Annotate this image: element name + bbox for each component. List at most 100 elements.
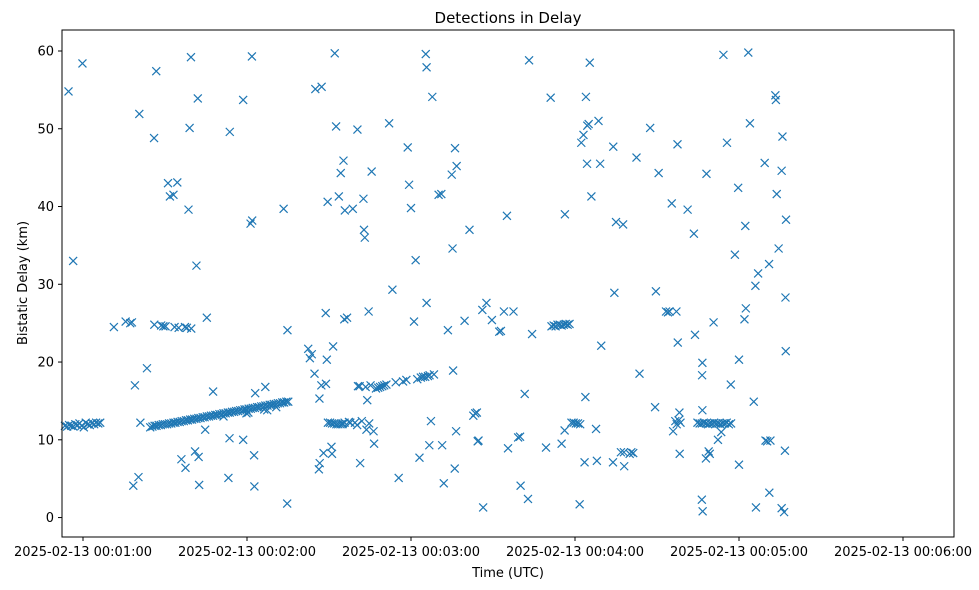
- data-point: [707, 419, 717, 428]
- y-tick-label: 30: [37, 278, 54, 293]
- data-point: [673, 139, 682, 149]
- data-point: [705, 449, 715, 459]
- x-tick-label: 2025-02-13 00:02:00: [178, 545, 316, 560]
- y-tick-label: 20: [37, 356, 54, 371]
- data-point: [450, 143, 460, 153]
- data-point: [200, 425, 210, 435]
- x-tick-label: 2025-02-13 00:01:00: [14, 545, 152, 560]
- data-point: [704, 447, 714, 456]
- data-point: [359, 225, 369, 235]
- data-point: [250, 388, 260, 398]
- data-point: [697, 405, 707, 415]
- data-point: [777, 503, 787, 513]
- data-point: [64, 87, 73, 96]
- data-point: [322, 355, 332, 365]
- data-point: [671, 307, 681, 316]
- data-point: [516, 481, 526, 491]
- data-point: [161, 321, 170, 331]
- data-point: [778, 132, 787, 141]
- data-point: [436, 189, 446, 199]
- data-point: [726, 380, 736, 390]
- x-tick-label: 2025-02-13 00:04:00: [506, 545, 644, 560]
- y-axis-label: Bistatic Delay (km): [16, 221, 31, 345]
- data-point: [675, 449, 685, 459]
- data-point: [697, 370, 707, 380]
- data-point: [429, 370, 439, 379]
- data-point: [616, 447, 626, 457]
- data-point: [125, 318, 135, 328]
- data-point: [499, 307, 509, 316]
- data-point: [547, 321, 556, 331]
- data-point: [367, 167, 377, 176]
- data-point: [740, 314, 749, 324]
- data-point: [474, 436, 483, 446]
- data-point: [718, 50, 728, 60]
- data-point: [494, 327, 504, 337]
- data-point: [779, 507, 789, 517]
- data-point: [575, 499, 585, 509]
- data-point: [611, 217, 621, 227]
- data-point: [281, 397, 291, 407]
- data-point: [422, 298, 432, 308]
- data-point: [249, 450, 259, 460]
- data-point: [743, 48, 753, 57]
- data-point: [379, 380, 389, 390]
- data-point: [496, 326, 506, 336]
- data-point: [415, 453, 424, 463]
- data-point: [219, 412, 228, 421]
- data-point: [391, 377, 401, 387]
- data-point: [586, 191, 596, 201]
- data-point: [315, 394, 324, 404]
- data-point: [632, 153, 641, 162]
- data-point: [513, 433, 523, 442]
- data-point: [714, 419, 723, 428]
- y-axis-ticks: 0 10 20 30 40 50 60: [37, 44, 62, 526]
- data-point: [181, 463, 190, 473]
- data-point: [271, 402, 281, 412]
- data-point: [667, 198, 677, 208]
- data-point: [361, 382, 371, 392]
- y-tick-label: 60: [37, 44, 54, 59]
- data-point: [364, 419, 374, 428]
- data-point: [404, 180, 414, 190]
- data-point: [733, 183, 743, 193]
- data-point: [581, 92, 591, 102]
- data-point: [127, 317, 137, 327]
- data-point: [394, 473, 404, 483]
- data-point: [580, 457, 589, 467]
- data-point: [478, 503, 488, 512]
- data-point: [560, 209, 570, 219]
- x-tick-label: 2025-02-13 00:06:00: [834, 545, 972, 560]
- data-point: [697, 495, 707, 505]
- data-point: [321, 308, 331, 318]
- y-tick-label: 50: [37, 122, 54, 137]
- data-point: [93, 419, 103, 428]
- data-point: [340, 205, 350, 215]
- x-tick-label: 2025-02-13 00:05:00: [670, 545, 808, 560]
- data-point: [381, 380, 391, 390]
- data-point: [740, 221, 750, 231]
- data-point: [334, 191, 344, 201]
- data-point: [342, 313, 352, 323]
- data-point: [730, 250, 740, 260]
- data-point: [169, 190, 178, 200]
- data-point: [608, 457, 618, 467]
- data-point: [186, 324, 196, 334]
- data-point: [339, 156, 348, 166]
- data-point: [362, 395, 372, 405]
- data-point: [472, 408, 482, 418]
- data-point: [774, 244, 784, 253]
- data-point: [282, 499, 292, 508]
- data-point: [314, 464, 324, 474]
- data-point: [423, 371, 433, 381]
- data-point: [701, 419, 711, 428]
- data-point: [310, 369, 319, 379]
- data-point: [163, 178, 173, 188]
- data-point: [443, 325, 453, 335]
- data-point: [448, 366, 458, 376]
- data-point: [249, 482, 259, 491]
- data-point: [339, 314, 349, 324]
- data-point: [283, 325, 292, 335]
- data-point: [576, 138, 586, 148]
- data-point: [673, 338, 683, 348]
